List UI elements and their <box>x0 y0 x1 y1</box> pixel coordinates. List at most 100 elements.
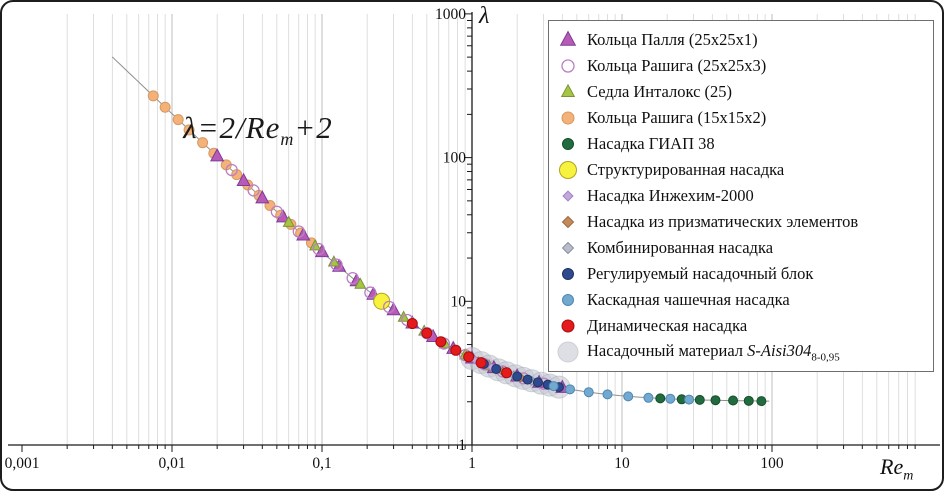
x-axis-title-subscript: m <box>903 468 914 484</box>
palla-rings-marker-icon <box>559 30 577 46</box>
structured-packing-marker-shape <box>559 161 577 179</box>
equation-suffix: +2 <box>294 110 333 145</box>
equation-subscript: m <box>280 129 295 150</box>
legend-label: Насадочный материал S-Aisi3048-0,95 <box>587 340 840 364</box>
data-point <box>197 137 209 149</box>
legend-item-raschig-rings-25: Кольца Рашига (25x25x3) <box>553 53 925 79</box>
data-point <box>159 101 171 113</box>
data-point <box>330 258 343 271</box>
data-point <box>710 395 721 406</box>
data-point <box>450 344 462 356</box>
raschig-rings-15-marker-shape <box>561 111 575 125</box>
data-point <box>602 389 613 400</box>
data-point <box>172 114 184 126</box>
data-point <box>382 300 396 314</box>
adjustable-packing-block-marker-icon <box>562 268 574 280</box>
data-point <box>247 184 260 197</box>
data-point <box>665 393 676 404</box>
data-point <box>270 205 283 218</box>
data-point <box>327 255 340 267</box>
giap-38-marker-icon <box>562 138 574 150</box>
legend-label: Динамическая насадка <box>587 316 748 335</box>
legend-label: Насадка ГИАП 38 <box>587 134 715 153</box>
legend-label: Кольца Рашига (25x25x3) <box>587 56 767 75</box>
inzhekhim-2000-marker-icon <box>562 190 574 202</box>
cascade-cup-packing-marker-shape <box>562 294 574 306</box>
dynamic-packing-marker-shape <box>561 319 575 333</box>
data-point <box>684 394 695 405</box>
legend-item-raschig-rings-15: Кольца Рашига (15x15x2) <box>553 105 925 131</box>
legend-item-intalox-saddles: Седла Инталокс (25) <box>553 79 925 105</box>
data-point <box>421 327 433 339</box>
prismatic-elements-marker-shape <box>561 215 575 229</box>
data-point <box>743 395 754 406</box>
giap-38-marker-shape <box>562 138 574 150</box>
data-point <box>312 242 325 256</box>
legend-item-structured-packing: Структурированная насадка <box>553 157 925 183</box>
legend-item-packing-material-aisi304: Насадочный материал S-Aisi3048-0,95 <box>553 339 925 365</box>
data-point <box>406 318 418 330</box>
equation-text: λ=2/Re <box>183 110 281 145</box>
y-tick-label: 10 <box>451 293 467 310</box>
structured-packing-marker-icon <box>559 161 577 179</box>
x-tick-label: 100 <box>760 455 784 472</box>
combined-packing-marker-shape <box>561 241 575 255</box>
legend-item-combined-packing: Комбинированная насадка <box>553 235 925 261</box>
legend-item-dynamic-packing: Динамическая насадка <box>553 313 925 339</box>
prismatic-elements-marker-icon <box>561 215 575 229</box>
inzhekhim-2000-marker-shape <box>562 190 574 202</box>
data-point <box>564 384 575 395</box>
legend-item-cascade-cup-packing: Каскадная чашечная насадка <box>553 287 925 313</box>
data-point <box>183 124 195 136</box>
legend-item-giap-38: Насадка ГИАП 38 <box>553 131 925 157</box>
x-tick-label: 0,001 <box>5 455 40 472</box>
legend-label: Комбинированная насадка <box>587 238 774 257</box>
data-point <box>364 286 377 299</box>
data-point <box>512 371 523 382</box>
data-point <box>694 394 705 405</box>
dynamic-packing-marker-icon <box>561 319 575 333</box>
x-tick-label: 0,01 <box>158 455 185 472</box>
series-palla-rings <box>210 148 570 393</box>
data-point <box>292 225 305 238</box>
legend-label: Каскадная чашечная насадка <box>587 290 790 309</box>
series-giap-38 <box>655 393 767 407</box>
data-point <box>655 393 666 404</box>
y-tick-label: 1 <box>458 437 466 454</box>
y-tick-label: 1000 <box>435 6 466 23</box>
adjustable-packing-block-marker-shape <box>562 268 574 280</box>
curve-equation-annotation: λ=2/Rem+2 <box>148 110 368 150</box>
data-point <box>532 377 543 388</box>
raschig-rings-25-marker-icon <box>561 59 575 73</box>
data-point <box>463 351 475 363</box>
legend-item-prismatic-elements: Насадка из призматических элементов <box>553 209 925 235</box>
legend: Кольца Палля (25x25x1) Кольца Рашига (25x… <box>548 20 934 372</box>
intalox-saddles-marker-icon <box>560 83 576 97</box>
palla-rings-marker-shape <box>559 30 577 46</box>
data-point <box>522 374 533 385</box>
data-point <box>643 392 654 403</box>
legend-label: Седла Инталокс (25) <box>587 82 733 101</box>
legend-item-palla-rings: Кольца Палля (25x25x1) <box>553 27 925 53</box>
series-raschig-rings-25 <box>225 163 550 390</box>
legend-item-adjustable-packing-block: Регулируемый насадочный блок <box>553 261 925 287</box>
axes <box>8 12 940 452</box>
legend-label: Регулируемый насадочный блок <box>587 264 814 283</box>
packing-material-aisi304-marker-icon <box>557 341 579 363</box>
data-point <box>728 395 739 406</box>
y-axis-title: λ <box>479 3 490 29</box>
y-tick-label: 100 <box>443 150 467 167</box>
data-point <box>354 277 367 289</box>
data-point <box>435 336 447 348</box>
data-point <box>346 271 359 285</box>
data-point <box>756 396 767 407</box>
raschig-rings-25-marker-shape <box>561 59 575 73</box>
x-axis-title: Rem <box>880 454 913 484</box>
data-point <box>282 215 295 227</box>
legend-label: Структурированная насадка <box>587 160 785 179</box>
data-point <box>225 163 238 177</box>
x-axis-title-text: Re <box>880 454 904 479</box>
combined-packing-marker-icon <box>561 241 575 255</box>
series-cascade-cup-packing <box>548 381 695 405</box>
